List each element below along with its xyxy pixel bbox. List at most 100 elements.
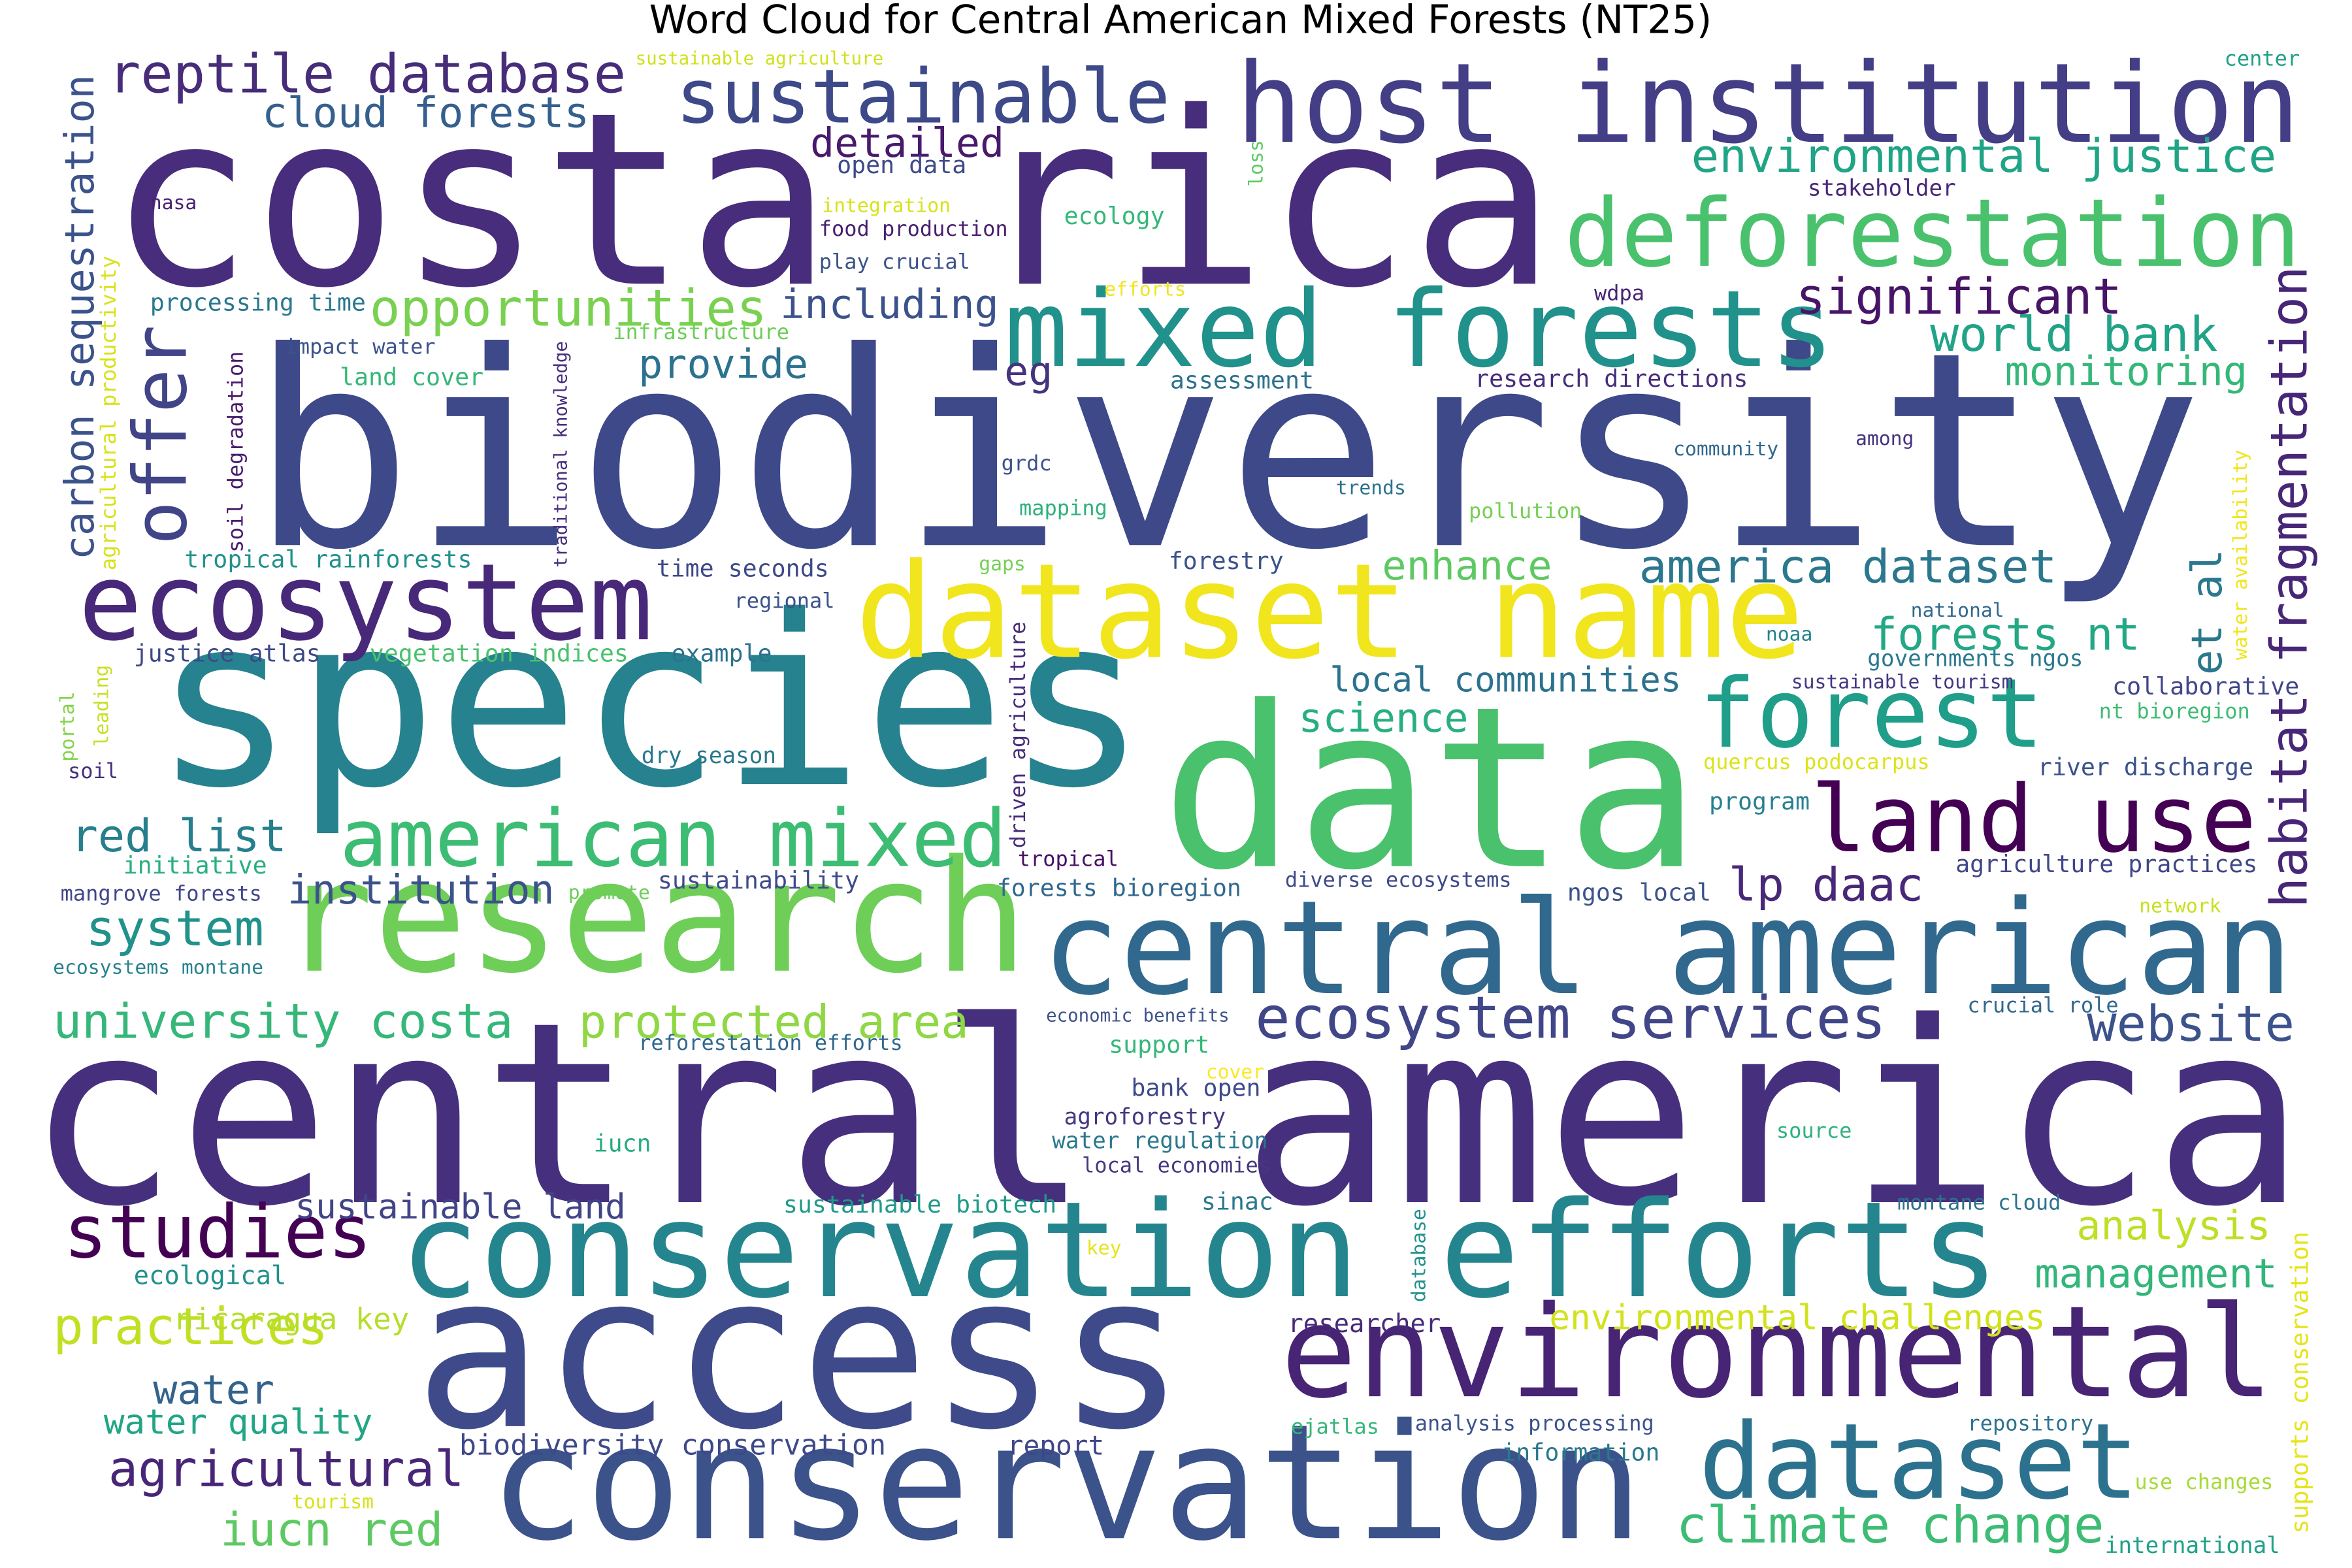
word: stakeholder xyxy=(1808,175,1956,201)
word: university costa xyxy=(53,994,513,1050)
word: costa rica xyxy=(108,60,1556,340)
word: ecosystem xyxy=(78,541,653,664)
word: ngos local xyxy=(1567,878,1711,906)
word: network xyxy=(2139,895,2221,918)
word: iucn xyxy=(594,1129,651,1157)
word: detailed xyxy=(810,120,1004,167)
background xyxy=(11,0,2341,1568)
word: dry season xyxy=(642,743,776,769)
word: play crucial xyxy=(819,249,970,274)
word: report xyxy=(1007,1429,1105,1461)
word: species xyxy=(153,566,1147,840)
chart-title: Word Cloud for Central American Mixed Fo… xyxy=(649,0,1712,42)
word: et al xyxy=(2183,549,2232,675)
word: practices xyxy=(53,1298,328,1356)
word: forests bioregion xyxy=(997,874,1241,902)
word: central america xyxy=(26,968,2305,1262)
word: time seconds xyxy=(657,554,829,582)
word: promote xyxy=(568,881,650,904)
word: biodiversity xyxy=(250,294,2203,609)
word: protected area xyxy=(579,995,969,1049)
word: sustainability xyxy=(658,866,859,894)
word: studies xyxy=(63,1190,372,1275)
word: water quality xyxy=(104,1402,372,1442)
word: mapping xyxy=(1019,496,1107,521)
word: leading xyxy=(91,665,114,747)
word: local economies xyxy=(1082,1152,1271,1177)
word: provide xyxy=(638,340,808,387)
word: river discharge xyxy=(2038,753,2253,781)
word: program xyxy=(1709,787,1810,815)
word: ecological xyxy=(134,1262,287,1291)
word: example xyxy=(671,640,772,668)
word: use changes xyxy=(2134,1469,2273,1494)
word: conservation efforts xyxy=(399,1173,1999,1328)
word: lp daac xyxy=(1729,857,1924,911)
word: noaa xyxy=(1766,623,1813,646)
word: ecosystems montane xyxy=(53,956,263,979)
word: governments ngos xyxy=(1867,645,2083,672)
word: sustainable tourism xyxy=(1791,671,2014,694)
word: nt bioregion xyxy=(2099,698,2250,723)
word: international xyxy=(2105,1533,2280,1559)
word: key xyxy=(1086,1237,1122,1260)
word: water availability xyxy=(2229,449,2252,660)
word: agriculture practices xyxy=(1955,850,2257,878)
word: analysis processing xyxy=(1415,1411,1654,1436)
word: database xyxy=(1408,1209,1431,1302)
word: researcher xyxy=(1288,1309,1441,1339)
word: water xyxy=(153,1367,274,1414)
word: vegetation indices xyxy=(370,640,629,668)
word: processing time xyxy=(150,288,366,316)
word: sustainable xyxy=(676,53,1170,140)
word: integration xyxy=(822,195,951,218)
word: collaborative xyxy=(2112,672,2299,700)
word: portal xyxy=(56,691,79,761)
word: impact water xyxy=(284,335,435,359)
word: pollution xyxy=(1469,498,1582,523)
word: soil xyxy=(68,759,118,783)
word: montane cloud xyxy=(1897,1190,2061,1215)
word: tropical xyxy=(1018,847,1119,872)
word: land use xyxy=(1810,766,2257,874)
word: dataset name xyxy=(855,536,1805,689)
word: world bank xyxy=(1930,307,2217,363)
word: cover xyxy=(1206,1060,1264,1083)
word: red list xyxy=(71,810,287,862)
word: ecosystem services xyxy=(1255,985,1886,1053)
word: significant xyxy=(1796,268,2122,325)
word: supports conservation xyxy=(2286,1232,2314,1533)
word: environmental xyxy=(1281,1279,2274,1426)
word: ejatlas xyxy=(1291,1414,1379,1439)
word: habitat fragmentation xyxy=(2260,266,2319,907)
word: traditional knowledge xyxy=(551,341,571,568)
word: mixed forests xyxy=(1004,268,1834,391)
word: management xyxy=(2034,1250,2277,1297)
word: research xyxy=(280,827,1028,1008)
word: including xyxy=(780,281,998,328)
word: trends xyxy=(1336,477,1406,500)
word: quercus podocarpus xyxy=(1703,749,1930,774)
word: grdc xyxy=(1002,451,1052,476)
word: system xyxy=(86,900,263,957)
word: environmental justice xyxy=(1691,129,2277,183)
word: forest xyxy=(1699,659,2044,770)
word: sustainable land xyxy=(295,1187,625,1227)
word: environmental challenges xyxy=(1549,1298,2046,1337)
word: monitoring xyxy=(2005,348,2247,395)
word: opportunities xyxy=(370,279,767,338)
word: nasa xyxy=(150,191,197,214)
word: diverse ecosystems xyxy=(1285,868,1512,892)
word: infrastructure xyxy=(613,319,789,344)
word: institution xyxy=(287,866,555,913)
word: land cover xyxy=(340,363,483,391)
word: source xyxy=(1776,1119,1852,1143)
word: reptile database xyxy=(108,44,626,106)
word: community xyxy=(1673,438,1778,461)
word: assessment xyxy=(1170,366,1314,394)
word: water regulation xyxy=(1052,1128,1267,1154)
word: center xyxy=(2225,46,2300,71)
word: national xyxy=(1911,599,2004,622)
word: conservation xyxy=(489,1390,1644,1568)
